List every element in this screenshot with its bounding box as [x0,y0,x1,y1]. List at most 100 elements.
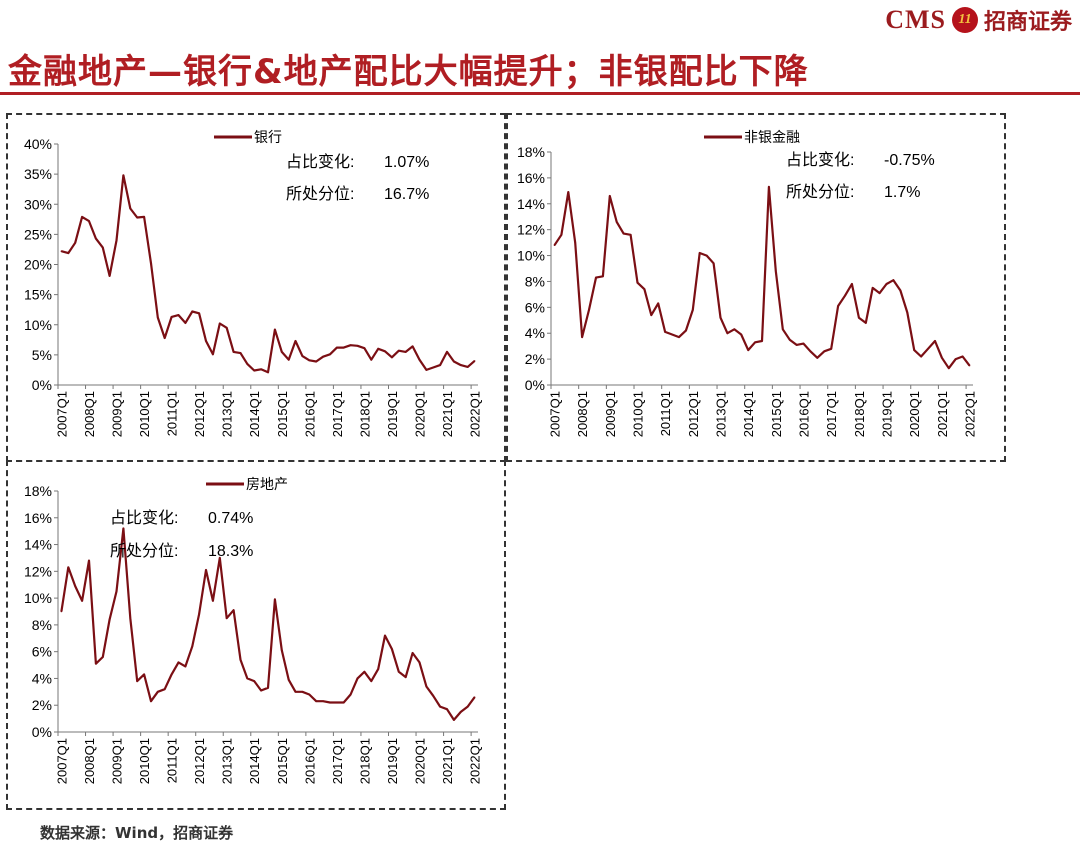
data-point [95,662,97,665]
x-tick-label: 2013Q1 [220,391,235,437]
x-tick-label: 2010Q1 [630,391,645,437]
chart-panel-nonbank: 0% 2% 4% 6% 8% 10% 12% 14% 16% 18% 2007Q1 2008Q1 200… [506,113,1006,462]
data-point [920,355,922,358]
data-point [712,262,715,265]
data-point [411,345,414,348]
data-point [892,279,895,281]
x-tick-label: 2010Q1 [137,738,152,784]
data-point [927,348,929,350]
data-point [143,216,145,218]
x-tick-label: 2018Q1 [852,391,867,437]
data-point [844,294,846,297]
x-tick-label: 2015Q1 [769,391,784,437]
data-point [775,270,777,272]
x-tick-label: 2008Q1 [575,391,590,437]
annotation-value: 0.74% [208,510,253,527]
data-point [418,358,421,361]
data-point [377,668,380,670]
data-point [115,239,118,242]
annotation-label: 占比变化: [110,509,178,527]
x-tick-label: 2014Q1 [247,738,262,784]
annotation-value: -0.75% [884,152,935,169]
data-point [184,322,187,324]
x-tick-label: 2009Q1 [110,738,125,784]
data-point [384,350,386,353]
y-tick-label: 18% [24,483,52,499]
data-point [95,237,97,240]
data-point [157,691,159,693]
data-point [425,369,428,371]
x-tick-label: 2020Q1 [412,391,427,437]
data-point [391,356,393,359]
x-tick-label: 2013Q1 [713,391,728,437]
x-tick-label: 2021Q1 [935,391,950,437]
data-point [609,195,611,197]
data-point [205,569,207,571]
data-point [81,600,83,602]
y-tick-label: 35% [24,166,52,182]
data-point [754,341,756,344]
data-point [439,705,441,708]
data-point [370,680,373,682]
series-line-bank [61,174,476,374]
x-tick-label: 2021Q1 [440,391,455,437]
data-point [115,590,118,593]
data-point [473,360,476,362]
y-tick-label: 8% [32,617,52,633]
y-tick-label: 10% [517,248,545,264]
data-point [685,329,687,332]
y-tick-label: 0% [525,377,545,393]
data-point [136,680,138,682]
x-tick-label: 2007Q1 [547,391,562,437]
data-point [356,345,359,347]
data-point [225,617,228,619]
data-point [163,337,166,339]
data-point [411,652,414,654]
annotation-label: 所处分位: [286,185,354,203]
x-tick-label: 2016Q1 [302,391,317,437]
data-point [287,679,290,681]
x-tick-label: 2022Q1 [468,391,483,437]
y-tick-label: 2% [525,351,545,367]
data-point [108,275,111,277]
data-point [871,287,874,289]
data-point [329,701,331,704]
brand-cms-text: CMS [885,5,946,34]
x-tick-label: 2022Q1 [468,738,483,784]
x-tick-label: 2015Q1 [275,738,290,784]
data-point [177,661,180,664]
data-point [260,689,262,692]
data-point [191,645,194,648]
title-divider [0,92,1080,95]
data-point [885,283,888,285]
y-tick-label: 12% [517,222,545,238]
annotation-label: 所处分位: [786,183,854,201]
data-point [329,353,331,356]
data-point [906,311,909,314]
data-point [150,700,152,702]
data-point [150,262,152,265]
y-tick-label: 0% [32,724,52,740]
y-tick-label: 6% [525,299,545,315]
data-point [747,349,749,351]
data-point [740,333,742,336]
data-point [212,353,214,356]
data-point [650,314,653,316]
y-tick-label: 10% [24,590,52,606]
x-tick-label: 2020Q1 [412,738,427,784]
data-point [88,559,90,562]
page-title: 金融地产—银行&地产配比大幅提升；非银配比下降 [8,52,809,92]
y-tick-label: 0% [32,377,52,393]
data-point [816,357,819,359]
data-point [460,711,462,713]
data-point [253,369,255,372]
x-tick-label: 2019Q1 [385,738,400,784]
data-point [595,276,597,279]
x-tick-label: 2021Q1 [440,738,455,784]
data-point [163,688,166,690]
data-point [342,346,345,349]
data-point [253,680,255,682]
data-point [588,309,590,311]
data-point [239,658,242,661]
data-point [453,719,455,721]
